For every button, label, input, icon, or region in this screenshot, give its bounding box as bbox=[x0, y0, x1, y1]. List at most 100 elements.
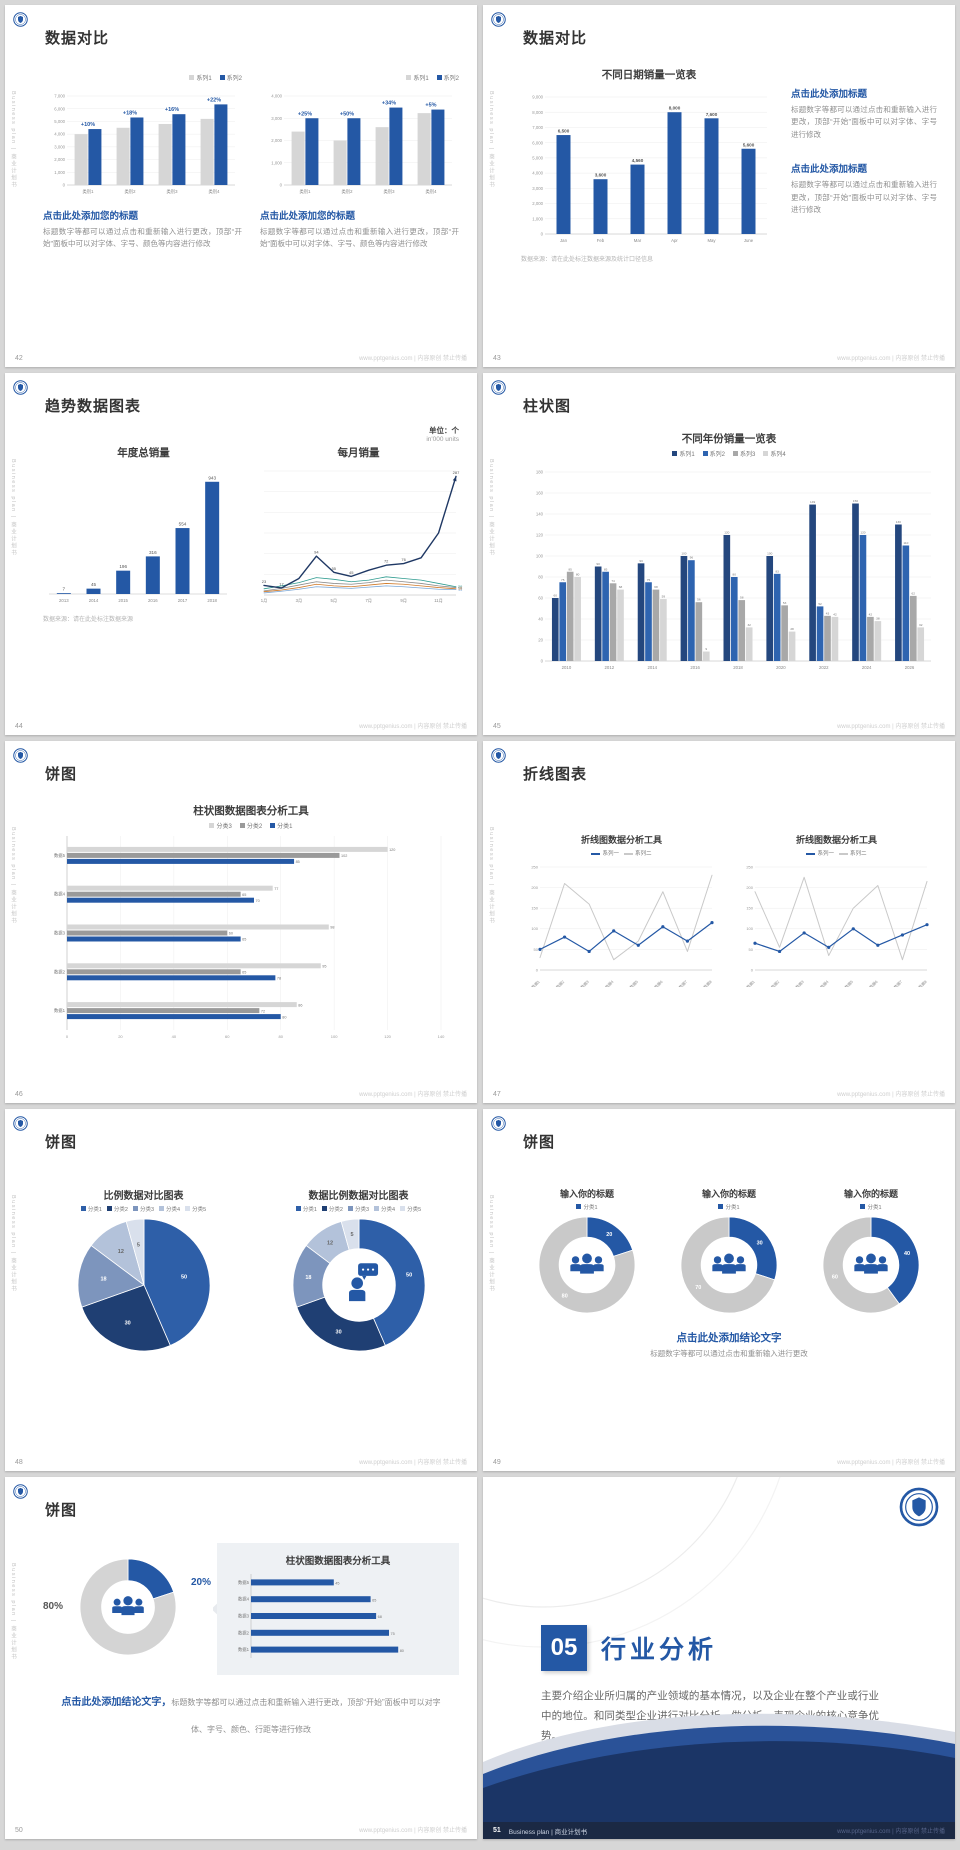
slide-content: 单位：个 in'000 units 年度总销量 7 2013 45 2014 196 20… bbox=[43, 425, 463, 717]
side-label: Business plan | 商业计划书 bbox=[10, 827, 16, 925]
chart-block: 系列1 系列2 7,000 6,000 5,000 4,000 3,000 2,000 1,0… bbox=[43, 73, 242, 251]
svg-text:2016: 2016 bbox=[690, 665, 700, 670]
svg-text:250: 250 bbox=[531, 864, 538, 869]
svg-text:58: 58 bbox=[740, 596, 744, 600]
svg-text:6,500: 6,500 bbox=[558, 129, 570, 134]
side-label: Business plan | 商业计划书 bbox=[10, 1195, 16, 1293]
svg-text:+5%: +5% bbox=[425, 103, 436, 109]
legend-item: 分类2 bbox=[321, 1205, 343, 1213]
pie-chart: 50 30 18 12 5 bbox=[77, 1218, 210, 1352]
donut-block: 输入你的标题 分类1 40 60 bbox=[805, 1187, 937, 1322]
svg-text:数据4: 数据4 bbox=[238, 1596, 250, 1603]
legend-item: 分类5 bbox=[185, 1205, 206, 1213]
svg-text:30: 30 bbox=[124, 1320, 130, 1326]
svg-text:28: 28 bbox=[790, 627, 794, 631]
svg-text:80: 80 bbox=[562, 1293, 568, 1299]
svg-text:95: 95 bbox=[322, 965, 326, 969]
slide-50[interactable]: Business plan | 商业计划书 饼图 80% 20% 柱状图数据图表… bbox=[5, 1477, 477, 1839]
svg-text:60: 60 bbox=[554, 594, 558, 598]
svg-text:20: 20 bbox=[606, 1232, 612, 1238]
slide-48[interactable]: Business plan | 商业计划书 饼图 比例数据对比图表 分类1 分类2… bbox=[5, 1109, 477, 1471]
page-number: 45 bbox=[493, 723, 501, 730]
svg-text:Mar: Mar bbox=[634, 238, 642, 243]
svg-text:77: 77 bbox=[274, 887, 278, 891]
svg-text:120: 120 bbox=[384, 1034, 391, 1039]
chart-block: 折线图数据分析工具 系列一 系列二 250 200 150 100 50 0 数据1 数据2 数据… bbox=[736, 833, 937, 992]
slide-47[interactable]: Business plan | 商业计划书 折线图表 折线图数据分析工具 系列一… bbox=[483, 741, 955, 1103]
text-column: 点击此处添加标题 标题数字等都可以通过点击和重新输入进行更改，顶部“开始”面板中… bbox=[791, 67, 937, 269]
slide-44[interactable]: Business plan | 商业计划书 趋势数据图表 单位：个 in'000… bbox=[5, 373, 477, 735]
panel-title: 柱状图数据图表分析工具 bbox=[285, 1556, 391, 1567]
page-title: 饼图 bbox=[45, 766, 78, 783]
svg-text:30: 30 bbox=[757, 1241, 763, 1247]
svg-text:110: 110 bbox=[903, 541, 908, 545]
chart-title: 数据比例数据对比图表 bbox=[308, 1191, 409, 1202]
svg-text:59: 59 bbox=[662, 595, 666, 599]
slide-42[interactable]: Business plan | 商业计划书 数据对比 系列1 系列2 7,000 6… bbox=[5, 5, 477, 367]
watermark: www.pptgenius.com | 内容原创 禁止传播 bbox=[359, 1460, 467, 1466]
page-title: 饼图 bbox=[523, 1134, 556, 1151]
block-heading: 点击此处添加您的标题 bbox=[43, 211, 139, 222]
svg-text:+34%: +34% bbox=[382, 101, 396, 107]
svg-text:32: 32 bbox=[747, 623, 751, 627]
svg-text:86: 86 bbox=[298, 1003, 302, 1007]
page-number: 46 bbox=[15, 1091, 23, 1098]
page-number: 43 bbox=[493, 355, 501, 362]
conclusion-body: 标题数字等都可以通过点击和重新输入进行更改，顶部“开始”面板中可以对字体、字号、… bbox=[171, 1698, 441, 1735]
svg-text:5月: 5月 bbox=[331, 598, 338, 604]
svg-text:数据4: 数据4 bbox=[54, 891, 66, 898]
svg-text:0: 0 bbox=[535, 967, 538, 972]
svg-text:0: 0 bbox=[541, 232, 544, 237]
svg-text:2022: 2022 bbox=[819, 665, 829, 670]
svg-text:2,000: 2,000 bbox=[54, 157, 65, 162]
legend-item: 分类5 bbox=[400, 1205, 421, 1213]
logo-icon bbox=[13, 380, 28, 395]
svg-text:38: 38 bbox=[876, 617, 880, 621]
text-block: 点击此处添加标题 标题数字等都可以通过点击和重新输入进行更改，顶部“开始”面板中… bbox=[791, 161, 937, 216]
svg-text:+25%: +25% bbox=[298, 111, 312, 117]
block-body: 标题数字等都可以通过点击和重新输入进行更改，顶部“开始”面板中可以对字体、字号、… bbox=[260, 227, 459, 249]
svg-text:75: 75 bbox=[391, 1632, 395, 1636]
svg-text:150: 150 bbox=[746, 906, 753, 911]
watermark: www.pptgenius.com | 内容原创 禁止传播 bbox=[837, 724, 945, 730]
svg-text:23: 23 bbox=[262, 579, 267, 584]
slide-46[interactable]: Business plan | 商业计划书 饼图 柱状图数据图表分析工具 分类3… bbox=[5, 741, 477, 1103]
chart-block: 不同日期销量一览表 9,000 8,000 7,000 6,000 5,000 4,000… bbox=[521, 67, 777, 269]
svg-text:32: 32 bbox=[919, 623, 923, 627]
chart-block: 每月销量 1月 3月 5月 7月 9月 11月 20 18 15 13 23 17 94 55 45 72 76… bbox=[258, 445, 463, 610]
donut-chart: 50 30 18 12 5 bbox=[292, 1218, 425, 1352]
chart-legend: 分类1 bbox=[805, 1203, 937, 1211]
side-label: Business plan | 商业计划书 bbox=[488, 91, 494, 189]
slide-49[interactable]: Business plan | 商业计划书 饼图 输入你的标题 分类1 20 80… bbox=[483, 1109, 955, 1471]
svg-text:50: 50 bbox=[181, 1274, 187, 1280]
svg-text:65: 65 bbox=[242, 971, 246, 975]
watermark: www.pptgenius.com | 内容原创 禁止传播 bbox=[359, 356, 467, 362]
svg-text:20: 20 bbox=[458, 585, 462, 589]
grouped-bar-chart: 4,000 3,000 2,000 1,000 0 +25% 类别1 +50% 类别2 +34% 类… bbox=[271, 94, 452, 195]
slide-51[interactable]: 05 行业分析 主要介绍企业所归属的产业领域的基本情况，以及企业在整个产业或行业… bbox=[483, 1477, 955, 1839]
logo-icon bbox=[491, 380, 506, 395]
svg-text:40: 40 bbox=[538, 617, 543, 622]
svg-text:83: 83 bbox=[775, 569, 779, 573]
donut-label-left: 80% bbox=[43, 1600, 64, 1612]
unit-line2: in'000 units bbox=[426, 436, 459, 443]
page-number: 51 bbox=[493, 1827, 501, 1834]
watermark: www.pptgenius.com | 内容原创 禁止传播 bbox=[837, 1092, 945, 1098]
svg-text:75: 75 bbox=[647, 578, 651, 582]
logo-icon bbox=[491, 1116, 506, 1131]
chart-block: 年度总销量 7 2013 45 2014 196 2015 316 2016 554 2017 94… bbox=[43, 445, 244, 610]
svg-text:68: 68 bbox=[654, 585, 658, 589]
line-chart: 250 200 150 100 50 0 数据1 数据2 数据3 数据4 数据5 数据6 数据7 数据8 bbox=[530, 864, 714, 990]
legend-item: 系列2 bbox=[219, 73, 242, 82]
slide-45[interactable]: Business plan | 商业计划书 柱状图 不同年份销量一览表 系列1 系… bbox=[483, 373, 955, 735]
svg-text:数据3: 数据3 bbox=[794, 979, 804, 987]
legend-item: 系列二 bbox=[839, 849, 867, 857]
svg-text:8,000: 8,000 bbox=[669, 106, 681, 111]
svg-text:数据8: 数据8 bbox=[702, 979, 712, 987]
svg-text:June: June bbox=[744, 238, 754, 243]
slide-43[interactable]: Business plan | 商业计划书 数据对比 不同日期销量一览表 9,0… bbox=[483, 5, 955, 367]
svg-text:50: 50 bbox=[748, 947, 753, 952]
legend-item: 分类3 bbox=[347, 1205, 369, 1213]
svg-text:50: 50 bbox=[406, 1272, 412, 1278]
svg-text:70: 70 bbox=[695, 1285, 701, 1291]
